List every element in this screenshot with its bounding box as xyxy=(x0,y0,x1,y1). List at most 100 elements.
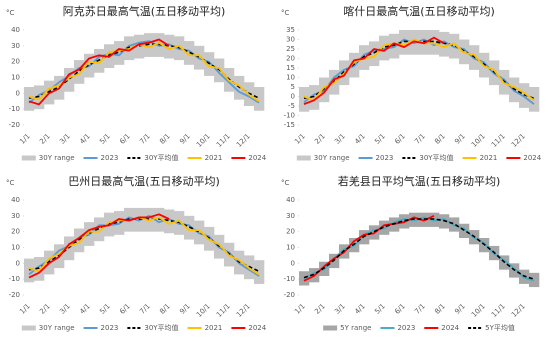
x-tick-label: 5/1 xyxy=(98,302,112,316)
legend-label: 2024 xyxy=(248,324,266,332)
y-tick-label: -10 xyxy=(284,112,295,120)
x-tick-label: 11/1 xyxy=(215,132,232,149)
y-tick-label: 20 xyxy=(286,228,295,236)
y-tick-label: 40 xyxy=(286,196,295,204)
x-tick-label: 7/1 xyxy=(413,302,427,316)
y-unit: °C xyxy=(6,179,15,187)
chart-panel: 若羌县日平均气温(五日移动平均) °C -20 -10 0 10 20 30 40 1/1 2/1 3… xyxy=(281,174,540,332)
chart-title: 阿克苏日最高气温(五日移动平均) xyxy=(63,4,226,18)
y-tick-label: 0 xyxy=(291,259,295,267)
chart-panel: 阿克苏日最高气温(五日移动平均) °C -20 -10 0 10 20 30 40 1/1 2/1 3… xyxy=(6,4,267,162)
x-tick-label: 8/1 xyxy=(433,302,447,316)
x-tick-label: 3/1 xyxy=(58,302,72,316)
y-tick-label: 25 xyxy=(286,45,295,53)
range-band xyxy=(134,34,145,59)
x-tick-label: 2/1 xyxy=(313,302,327,316)
x-tick-label: 11/1 xyxy=(215,302,232,319)
y-tick-label: 5 xyxy=(291,83,295,91)
legend-label: 30Y range xyxy=(39,324,75,332)
y-tick-label: -20 xyxy=(9,121,20,129)
x-tick-label: 1/1 xyxy=(293,302,307,316)
x-tick-label: 7/1 xyxy=(138,302,152,316)
range-band xyxy=(254,87,265,111)
range-band xyxy=(429,30,440,55)
legend-swatch xyxy=(323,325,338,331)
x-tick-label: 9/1 xyxy=(453,302,467,316)
x-tick-label: 12/1 xyxy=(235,132,252,149)
x-tick-label: 9/1 xyxy=(453,132,467,146)
legend-label: 30Y平均值 xyxy=(144,153,178,162)
x-tick-label: 1/1 xyxy=(18,302,32,316)
legend: 30Y range 2023 30Y平均值 2021 2024 xyxy=(21,323,267,332)
y-tick-label: -10 xyxy=(9,275,20,283)
range-band xyxy=(64,68,75,92)
y-tick-label: -10 xyxy=(284,275,295,283)
y-tick-label: 20 xyxy=(11,228,20,236)
legend-swatch xyxy=(21,155,36,161)
x-tick-label: 4/1 xyxy=(78,302,92,316)
legend-label: 5Y平均值 xyxy=(485,323,515,332)
range-band xyxy=(164,34,175,59)
legend: 5Y range 2023 2024 5Y平均值 xyxy=(323,323,515,332)
legend: 30Y range 2023 30Y平均值 2021 2024 xyxy=(21,153,267,162)
x-tick-label: 7/1 xyxy=(138,132,152,146)
x-tick-label: 8/1 xyxy=(433,132,447,146)
legend-label: 2024 xyxy=(441,324,459,332)
chart-panel: 巴州日最高气温(五日移动平均) °C -20 -10 0 10 20 30 40 1/1 2/1 3/… xyxy=(6,174,267,332)
x-tick-label: 3/1 xyxy=(333,302,347,316)
x-tick-label: 9/1 xyxy=(178,302,192,316)
y-tick-label: 10 xyxy=(286,244,295,252)
series-line xyxy=(28,38,170,106)
chart-title: 巴州日最高气温(五日移动平均) xyxy=(68,174,220,188)
y-tick-label: 35 xyxy=(286,26,295,34)
range-band xyxy=(369,41,380,67)
y-unit: °C xyxy=(281,9,290,17)
legend-label: 30Y平均值 xyxy=(144,323,178,332)
series-line xyxy=(28,41,260,103)
x-tick-label: 4/1 xyxy=(78,132,92,146)
legend-label: 2023 xyxy=(101,324,119,332)
x-tick-label: 5/1 xyxy=(373,132,387,146)
x-tick-label: 12/1 xyxy=(235,302,252,319)
y-tick-label: 0 xyxy=(16,89,20,97)
series-line xyxy=(303,218,535,280)
legend-label: 5Y range xyxy=(340,324,371,332)
y-tick-label: 10 xyxy=(286,74,295,82)
range-band xyxy=(439,31,450,57)
legend-label: 2021 xyxy=(205,324,223,332)
legend-label: 2021 xyxy=(205,154,223,162)
x-tick-label: 2/1 xyxy=(313,132,327,146)
y-tick-label: 30 xyxy=(286,212,295,220)
chart-title: 若羌县日平均气温(五日移动平均) xyxy=(338,174,501,188)
y-tick-label: 40 xyxy=(11,26,20,34)
x-tick-label: 6/1 xyxy=(393,132,407,146)
legend-label: 2023 xyxy=(376,154,394,162)
y-tick-label: -5 xyxy=(288,102,295,110)
y-tick-label: 20 xyxy=(286,55,295,63)
x-tick-label: 10/1 xyxy=(470,302,487,319)
y-unit: °C xyxy=(281,179,290,187)
legend-label: 2024 xyxy=(248,154,266,162)
y-tick-label: 10 xyxy=(11,74,20,82)
x-tick-label: 8/1 xyxy=(158,132,172,146)
x-tick-label: 3/1 xyxy=(333,132,347,146)
legend-label: 2023 xyxy=(397,324,415,332)
y-tick-label: 20 xyxy=(11,58,20,66)
x-tick-label: 10/1 xyxy=(195,302,212,319)
x-tick-label: 12/1 xyxy=(510,302,527,319)
legend: 30Y range 2023 30Y平均值 2021 2024 xyxy=(296,153,542,162)
series-line xyxy=(303,36,445,105)
y-unit: °C xyxy=(6,9,15,17)
range-band xyxy=(164,209,175,234)
x-tick-label: 6/1 xyxy=(118,132,132,146)
x-tick-label: 1/1 xyxy=(18,132,32,146)
x-tick-label: 6/1 xyxy=(118,302,132,316)
range-band xyxy=(299,87,310,112)
range-band xyxy=(94,217,105,242)
y-tick-label: 0 xyxy=(291,93,295,101)
y-tick-label: -15 xyxy=(284,121,295,129)
x-tick-label: 11/1 xyxy=(490,302,507,319)
chart-title: 喀什日最高气温(五日移动平均) xyxy=(343,4,495,18)
